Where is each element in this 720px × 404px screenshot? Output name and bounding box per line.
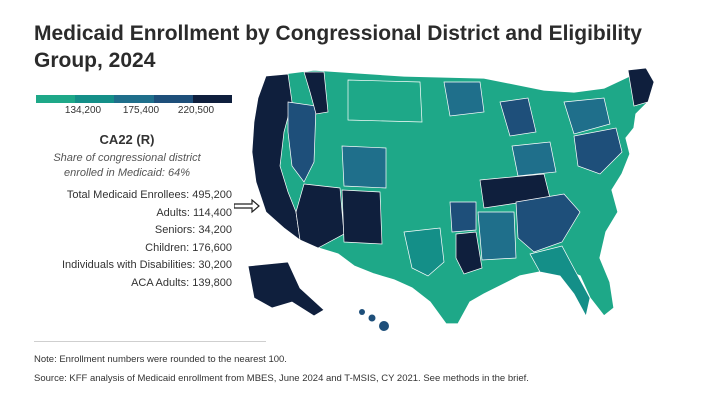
- legend-swatch-2: [75, 95, 115, 103]
- map-title: Medicaid Enrollment by Congressional Dis…: [34, 22, 642, 72]
- row-label: ACA Adults:: [131, 276, 190, 289]
- region-maine: [627, 67, 655, 107]
- region-georgia-carolinas: [515, 193, 581, 253]
- hawaii-islands: [359, 309, 389, 331]
- tooltip-connector: [234, 198, 260, 214]
- alaska-shape: [247, 261, 325, 317]
- legend-tick-1: 134,200: [64, 105, 102, 116]
- region-colorado: [341, 145, 387, 189]
- legend-swatch-3: [114, 95, 154, 103]
- footer-divider: [34, 341, 266, 342]
- row-value: 495,200: [192, 189, 232, 201]
- region-mississippi-alabama: [477, 211, 517, 261]
- region-northeast-corridor: [573, 127, 623, 175]
- region-louisiana: [455, 231, 483, 275]
- region-new-york: [563, 97, 611, 135]
- footnote: Note: Enrollment numbers were rounded to…: [34, 354, 287, 365]
- district-label: CA22 (R): [99, 132, 155, 147]
- row-label: Total Medicaid Enrollees:: [66, 189, 190, 201]
- legend-swatch-1: [36, 95, 76, 103]
- region-upper-midwest: [443, 81, 485, 117]
- tooltip-row-seniors: Seniors: 34,200: [22, 222, 232, 240]
- region-ohio-valley: [511, 141, 557, 177]
- row-label: Children:: [145, 241, 190, 254]
- row-value: 34,200: [198, 224, 232, 236]
- region-texas-east: [403, 227, 445, 277]
- row-label: Adults:: [156, 206, 190, 219]
- row-value: 176,600: [192, 241, 232, 254]
- region-new-mexico: [341, 189, 383, 245]
- region-arkansas: [449, 201, 477, 233]
- tooltip-row-children: Children: 176,600: [22, 240, 232, 258]
- legend-swatch-5: [192, 95, 233, 103]
- legend-tick-2: 175,400: [122, 105, 160, 116]
- legend-swatch-4: [153, 95, 193, 103]
- row-value: 114,400: [193, 206, 232, 219]
- tooltip-row-aca: ACA Adults: 139,800: [22, 275, 232, 293]
- share-line-2: enrolled in Medicaid: 64%: [64, 167, 190, 179]
- legend-color-bar: [36, 95, 233, 103]
- row-value: 30,200: [198, 259, 232, 271]
- region-idaho: [303, 71, 329, 115]
- row-value: 139,800: [192, 276, 232, 289]
- region-arizona: [295, 183, 345, 249]
- tooltip-row-total: Total Medicaid Enrollees: 495,200: [22, 187, 232, 205]
- source-line: Source: KFF analysis of Medicaid enrollm…: [34, 373, 529, 384]
- row-label: Seniors:: [154, 224, 196, 236]
- us-congressional-district-map[interactable]: [244, 62, 684, 342]
- share-line-1: Share of congressional district: [53, 152, 201, 164]
- color-legend: 134,200 175,400 220,500: [36, 95, 233, 119]
- tooltip-row-disabilities: Individuals with Disabilities: 30,200: [22, 257, 232, 275]
- legend-tick-3: 220,500: [177, 105, 215, 116]
- district-tooltip: CA22 (R) Share of congressional district…: [22, 132, 232, 292]
- region-michigan: [499, 97, 537, 137]
- row-label: Individuals with Disabilities:: [62, 259, 196, 271]
- district-share: Share of congressional district enrolled…: [22, 151, 232, 181]
- tooltip-row-adults: Adults: 114,400: [22, 205, 232, 223]
- region-florida: [529, 245, 591, 317]
- region-plains-north: [347, 79, 423, 123]
